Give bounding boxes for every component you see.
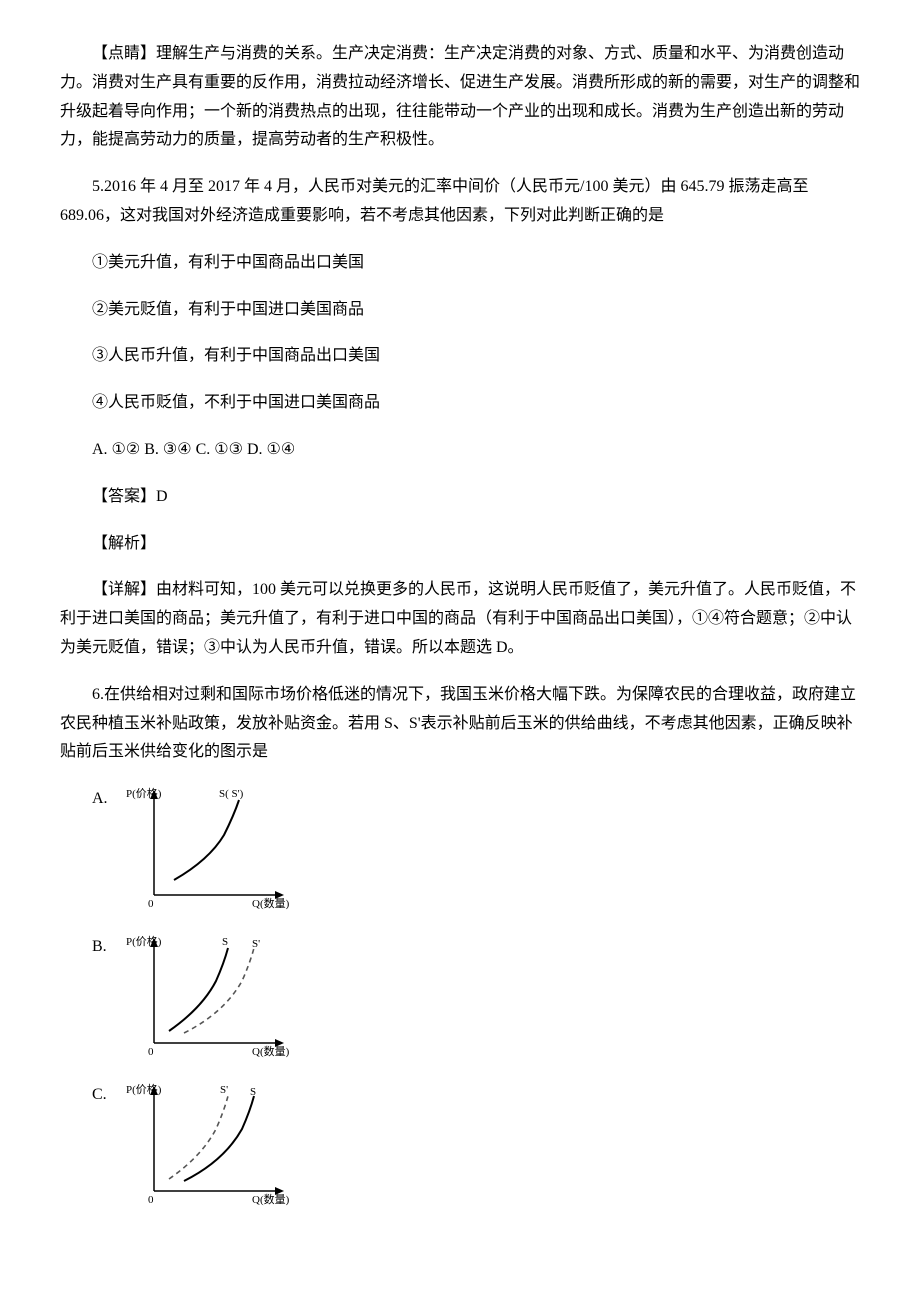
chart-a: P(价格) Q(数量) 0 S( S')	[124, 785, 294, 915]
q6-optA-label: A.	[60, 785, 108, 814]
q5-opt4: ④人民币贬值，不利于中国进口美国商品	[60, 389, 860, 418]
q5-detail-paragraph: 【详解】由材料可知，100 美元可以兑换更多的人民币，这说明人民币贬值了，美元升…	[60, 576, 860, 662]
q5-detail-label: 【详解】	[92, 581, 156, 598]
chart-c: P(价格) Q(数量) 0 S' S	[124, 1081, 294, 1211]
q5-parse-label: 【解析】	[60, 530, 860, 559]
q5-stem: 5.2016 年 4 月至 2017 年 4 月，人民币对美元的汇率中间价（人民…	[60, 173, 860, 231]
chart-b-sprime: S'	[252, 938, 260, 950]
chart-b-xlabel: Q(数量)	[252, 1045, 290, 1058]
q6-stem: 6.在供给相对过剩和国际市场价格低迷的情况下，我国玉米价格大幅下跌。为保障农民的…	[60, 681, 860, 767]
chart-b: P(价格) Q(数量) 0 S S'	[124, 933, 294, 1063]
chart-b-origin: 0	[148, 1046, 154, 1058]
tip-text: 理解生产与消费的关系。生产决定消费：生产决定消费的对象、方式、质量和水平、为消费…	[60, 45, 860, 148]
q5-answer: D	[156, 488, 168, 505]
q6-option-b: B. P(价格) Q(数量) 0 S S'	[60, 933, 860, 1063]
tip-paragraph: 【点睛】理解生产与消费的关系。生产决定消费：生产决定消费的对象、方式、质量和水平…	[60, 40, 860, 155]
chart-b-s: S	[222, 936, 228, 948]
q5-answer-line: 【答案】D	[60, 483, 860, 512]
q5-opt1: ①美元升值，有利于中国商品出口美国	[60, 249, 860, 278]
q5-choices: A. ①② B. ③④ C. ①③ D. ①④	[60, 436, 860, 465]
q6-optB-label: B.	[60, 933, 108, 962]
q6-option-a: A. P(价格) Q(数量) 0 S( S')	[60, 785, 860, 915]
q5-answer-label: 【答案】	[92, 488, 156, 505]
chart-c-s: S	[250, 1086, 256, 1098]
chart-b-ylabel: P(价格)	[126, 934, 162, 948]
q6-option-c: C. P(价格) Q(数量) 0 S' S	[60, 1081, 860, 1211]
q5-detail: 由材料可知，100 美元可以兑换更多的人民币，这说明人民币贬值了，美元升值了。人…	[60, 581, 856, 656]
chart-a-sboth: S( S')	[219, 788, 244, 800]
chart-c-sprime: S'	[220, 1084, 228, 1096]
chart-a-xlabel: Q(数量)	[252, 897, 290, 910]
q5-opt2: ②美元贬值，有利于中国进口美国商品	[60, 296, 860, 325]
q6-optC-label: C.	[60, 1081, 108, 1110]
tip-label: 【点睛】	[92, 45, 156, 62]
chart-c-ylabel: P(价格)	[126, 1082, 162, 1096]
chart-a-origin: 0	[148, 898, 154, 910]
chart-c-origin: 0	[148, 1194, 154, 1206]
chart-c-xlabel: Q(数量)	[252, 1193, 290, 1206]
chart-a-ylabel: P(价格)	[126, 786, 162, 800]
q5-opt3: ③人民币升值，有利于中国商品出口美国	[60, 342, 860, 371]
